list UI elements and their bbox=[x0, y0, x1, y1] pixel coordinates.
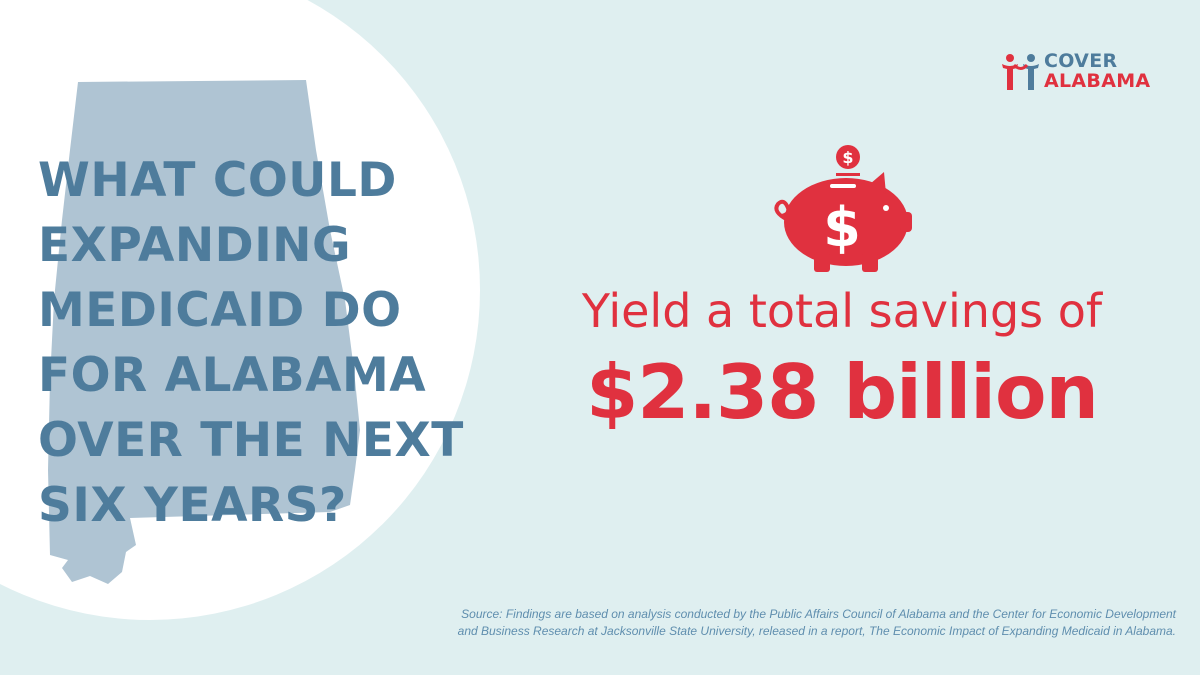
headline-line: WHAT COULD bbox=[38, 153, 397, 208]
alabama-map-shape bbox=[48, 80, 360, 584]
svg-text:$: $ bbox=[842, 148, 853, 167]
savings-statement: Yield a total savings of bbox=[581, 284, 1103, 338]
cover-alabama-people-icon bbox=[1002, 54, 1039, 90]
headline-line: MEDICAID DO bbox=[38, 283, 402, 338]
headline: WHAT COULD EXPANDING MEDICAID DO FOR ALA… bbox=[38, 148, 464, 538]
logo-text-alabama: ALABAMA bbox=[1044, 70, 1151, 92]
headline-line: FOR ALABAMA bbox=[38, 348, 427, 403]
source-note: Source: Findings are based on analysis c… bbox=[416, 606, 1176, 640]
headline-line: SIX YEARS? bbox=[38, 478, 347, 533]
cover-alabama-logo: COVER ALABAMA bbox=[1000, 50, 1180, 94]
piggy-bank-dollar-icon: $ $ bbox=[774, 145, 912, 272]
source-line: Source: Findings are based on analysis c… bbox=[461, 607, 1176, 621]
savings-amount: $2.38 billion bbox=[586, 348, 1099, 436]
logo-text-cover: COVER bbox=[1044, 50, 1118, 72]
source-line: and Business Research at Jacksonville St… bbox=[457, 624, 1176, 638]
svg-text:$: $ bbox=[823, 196, 861, 259]
headline-line: EXPANDING bbox=[38, 218, 352, 273]
headline-line: OVER THE NEXT bbox=[38, 413, 464, 468]
